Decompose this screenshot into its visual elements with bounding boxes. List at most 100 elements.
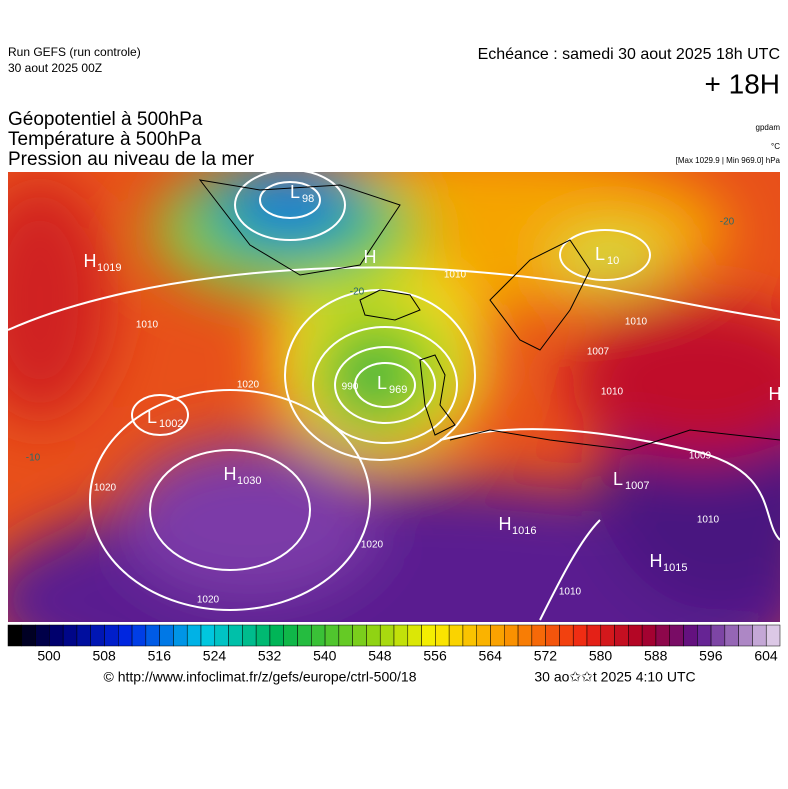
isobar-label: 1020 (361, 540, 384, 551)
isobar-label: 1020 (197, 595, 220, 606)
temperature-field (8, 172, 780, 622)
pressure-value: 1007 (625, 480, 649, 492)
isobar-label: 1010 (444, 270, 467, 281)
color-swatch (352, 624, 367, 647)
color-swatch (448, 624, 464, 647)
color-swatch (738, 624, 753, 647)
color-swatch (710, 624, 726, 647)
isobar-label: 1010 (697, 515, 720, 526)
color-swatch (490, 624, 505, 647)
color-swatch (7, 624, 23, 647)
color-swatch (600, 624, 615, 647)
color-swatch (421, 624, 436, 647)
isobar-label: 1010 (625, 317, 648, 328)
colorbar-tick-label: 572 (534, 648, 558, 664)
pressure-center: L (147, 407, 157, 427)
color-swatch (697, 624, 712, 647)
coastlines (198, 179, 780, 451)
color-swatch (614, 624, 629, 647)
colorbar-tick-label: 604 (754, 648, 778, 664)
pressure-center: H (84, 251, 97, 271)
color-swatch (669, 624, 684, 647)
pressure-center: L (377, 373, 387, 393)
color-swatch (724, 624, 739, 647)
color-swatch (476, 624, 491, 647)
pressure-value: 98 (302, 193, 314, 205)
color-swatch (297, 624, 312, 647)
unit: °C (771, 142, 780, 151)
temperature-label: -20 (350, 287, 365, 298)
colorbar-tick-label: 500 (37, 648, 61, 664)
unit: gpdam (756, 123, 781, 132)
color-swatch (159, 624, 174, 647)
color-swatch (379, 624, 395, 647)
pressure-value: 969 (389, 384, 407, 396)
isobar-label: 1010 (601, 387, 624, 398)
temperature-label: -20 (720, 217, 735, 228)
colorbar-tick-label: 540 (313, 648, 337, 664)
color-swatch (242, 624, 257, 647)
color-swatch (255, 624, 271, 647)
pressure-value: 10 (607, 255, 619, 267)
pressure-value: 1019 (97, 262, 121, 274)
title: Température à 500hPa (8, 129, 202, 150)
color-swatch (572, 624, 588, 647)
pressure-value: 1030 (237, 475, 261, 487)
color-swatch (90, 624, 105, 647)
color-swatch (586, 624, 602, 647)
title: Géopotentiel à 500hPa (8, 109, 203, 130)
colorbar-tick-label: 596 (699, 648, 723, 664)
colorbar-tick-label: 588 (644, 648, 668, 664)
color-swatch (283, 624, 298, 647)
color-swatch (407, 624, 422, 647)
color-swatch (366, 624, 381, 647)
colorbar-tick-label: 556 (423, 648, 447, 664)
pressure-center: H (224, 464, 237, 484)
echeance: Echéance : samedi 30 aout 2025 18h UTC (478, 46, 780, 63)
color-swatch (338, 624, 353, 647)
color-swatch (49, 624, 64, 647)
isobar-label: 990 (342, 382, 359, 393)
isobar-label: 1010 (559, 587, 582, 598)
color-swatch (641, 624, 657, 647)
pressure-center: H (769, 384, 782, 404)
colorbar-tick-label: 524 (203, 648, 227, 664)
pressure-center: L (595, 244, 605, 264)
color-swatch (186, 624, 202, 647)
unit: [Max 1029.9 | Min 969.0] hPa (676, 156, 781, 165)
pressure-value: 1002 (159, 418, 183, 430)
color-swatch (393, 624, 409, 647)
color-swatch (21, 624, 36, 647)
color-swatch (559, 624, 574, 647)
color-swatch (324, 624, 340, 647)
pressure-value: 1016 (512, 525, 536, 537)
color-swatch (173, 624, 188, 647)
colorbar-tick-label: 516 (148, 648, 172, 664)
color-swatch (765, 624, 781, 647)
color-swatch (228, 624, 243, 647)
pressure-center: H (364, 247, 377, 267)
color-swatch (145, 624, 160, 647)
color-swatch (462, 624, 477, 647)
pressure-center: L (613, 469, 623, 489)
color-swatch (311, 624, 326, 647)
colorbar-tick-label: 580 (589, 648, 613, 664)
isobar-label: 1007 (587, 347, 610, 358)
lead-time: + 18H (705, 68, 781, 99)
color-swatch (269, 624, 284, 647)
color-swatch (200, 624, 216, 647)
color-swatch (35, 624, 50, 647)
color-swatch (118, 624, 133, 647)
color-swatch (517, 624, 533, 647)
title: Pression au niveau de la mer (8, 149, 255, 170)
color-swatch (76, 624, 91, 647)
color-swatch (104, 624, 119, 647)
color-swatch (545, 624, 560, 647)
colorbar: 500 508 516 524 532 540 548 556 564 572 580 588 596 6… (7, 624, 781, 664)
color-swatch (628, 624, 643, 647)
isobar-label: 1020 (237, 380, 260, 391)
isobar-label: 1010 (136, 320, 159, 331)
colorbar-tick-label: 548 (368, 648, 392, 664)
isobar-label: 1009 (689, 451, 712, 462)
